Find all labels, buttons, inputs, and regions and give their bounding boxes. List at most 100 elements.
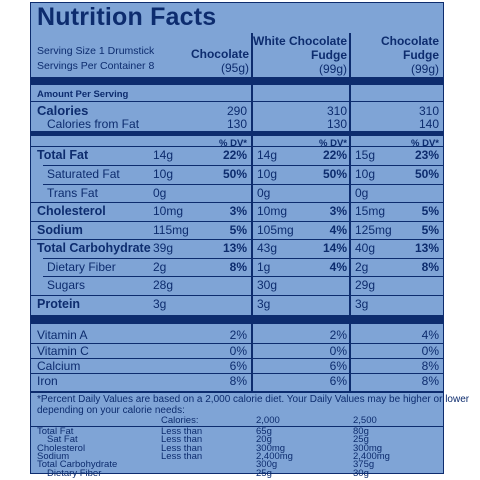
rule-footnote xyxy=(31,391,443,393)
dv-header-3: % DV* xyxy=(411,138,439,149)
footnote-row-label: Total Carbohydrate xyxy=(37,459,118,471)
calories-value-2: 310 xyxy=(326,104,347,118)
nutrient-amount: 14g xyxy=(153,148,174,162)
thick-rule-top xyxy=(31,77,443,85)
amount-per-serving: Amount Per Serving xyxy=(37,89,129,100)
footnote-row-cond: Less than xyxy=(161,442,203,454)
footnote-row-cond: Less than xyxy=(161,426,203,437)
vitamin-label: Vitamin A xyxy=(37,328,88,342)
nutrient-label: Saturated Fat xyxy=(47,167,120,181)
vitamin-value: 8% xyxy=(229,374,247,388)
col1-name-line1: Chocolate xyxy=(190,47,249,61)
rule-footnote-2 xyxy=(31,426,443,427)
vitamin-value: 6% xyxy=(229,359,247,373)
nutrient-dv: 5% xyxy=(229,223,247,237)
rule xyxy=(31,101,443,102)
footnote-row-2000: 2,400mg xyxy=(256,450,293,462)
nutrient-dv: 4% xyxy=(329,223,347,237)
footnote-row-label: Total Fat xyxy=(37,426,74,437)
col1-weight: (95g) xyxy=(220,61,249,75)
nutrient-amount: 125mg xyxy=(355,223,392,237)
calories-label: Calories xyxy=(37,103,89,118)
footnote-row-label: Dietary Fiber xyxy=(47,467,102,479)
calories-fat-value-1: 130 xyxy=(226,117,247,131)
nutrient-amount: 39g xyxy=(153,241,174,255)
vitamin-value: 8% xyxy=(421,374,439,388)
nutrient-amount: 105mg xyxy=(257,223,294,237)
nutrient-label: Cholesterol xyxy=(37,204,106,218)
nutrient-label: Total Carbohydrate xyxy=(37,241,151,255)
nutrient-amount: 10mg xyxy=(257,204,288,218)
servings-per-container: Servings Per Container 8 xyxy=(37,60,155,72)
dv-header-1: % DV* xyxy=(219,138,247,149)
row-rule xyxy=(43,184,443,185)
column-divider-2 xyxy=(349,33,351,393)
footnote-row-label: Sat Fat xyxy=(47,434,78,446)
footnote-cal-2000: 2,000 xyxy=(256,415,280,426)
nutrient-dv: 50% xyxy=(222,167,247,181)
nutrient-dv: 23% xyxy=(414,148,439,162)
calories-value-1: 290 xyxy=(226,104,247,118)
footnote-row-2500: 30g xyxy=(353,467,369,479)
row-rule xyxy=(43,258,443,259)
column-divider-1 xyxy=(251,33,253,393)
dv-header-2: % DV* xyxy=(319,138,347,149)
vitamin-label: Calcium xyxy=(37,359,81,373)
footnote-cal-2500: 2,500 xyxy=(353,415,377,426)
serving-size: Serving Size 1 Drumstick xyxy=(37,45,155,57)
row-rule xyxy=(31,358,443,359)
footnote-calories-label: Calories: xyxy=(161,415,199,426)
thick-rule-vitamins xyxy=(31,315,443,324)
vitamin-value: 0% xyxy=(421,344,439,358)
nutrient-label: Protein xyxy=(37,297,81,311)
calories-fat-value-3: 140 xyxy=(418,117,439,131)
nutrient-amount: 115mg xyxy=(153,223,189,237)
calories-value-3: 310 xyxy=(418,104,439,118)
row-rule xyxy=(31,221,443,222)
vitamin-label: Vitamin C xyxy=(37,344,89,358)
vitamin-value: 6% xyxy=(329,359,347,373)
row-rule xyxy=(31,239,443,240)
nutrient-amount: 14g xyxy=(257,148,278,162)
row-rule xyxy=(43,165,443,166)
col3-weight: (99g) xyxy=(410,62,439,76)
row-rule xyxy=(43,276,443,277)
footnote-row-2000: 20g xyxy=(256,434,272,446)
nutrient-amount: 0g xyxy=(257,186,271,200)
footnote-row-2000: 65g xyxy=(256,426,272,437)
nutrient-label: Sugars xyxy=(47,278,86,292)
vitamin-value: 0% xyxy=(229,344,247,358)
nutrient-amount: 3g xyxy=(257,297,271,311)
nutrient-dv: 5% xyxy=(421,223,439,237)
row-rule xyxy=(31,146,443,147)
vitamin-value: 2% xyxy=(229,328,247,342)
nutrient-amount: 1g xyxy=(257,260,271,274)
nutrient-amount: 3g xyxy=(153,297,167,311)
nutrient-label: Trans Fat xyxy=(47,186,98,200)
nutrient-dv: 3% xyxy=(329,204,347,218)
calories-fat-value-2: 130 xyxy=(326,117,347,131)
nutrient-amount: 2g xyxy=(153,260,167,274)
nutrient-dv: 22% xyxy=(322,148,347,162)
vitamin-value: 4% xyxy=(421,328,439,342)
vitamin-value: 6% xyxy=(329,374,347,388)
footnote-line2: depending on your calorie needs: xyxy=(37,405,185,416)
nutrient-dv: 14% xyxy=(322,241,347,255)
footnote-row-label: Cholesterol xyxy=(37,442,86,454)
footnote-row-2500: 80g xyxy=(353,426,369,437)
nutrient-amount: 43g xyxy=(257,241,278,255)
nutrient-dv: 50% xyxy=(322,167,347,181)
footnote-row-2500: 25g xyxy=(353,434,369,446)
col2-name-line2: Fudge xyxy=(311,48,347,62)
footnote-row-2500: 2,400mg xyxy=(353,450,390,462)
footnote-row-label: Sodium xyxy=(37,450,70,462)
footnote-row-cond: Less than xyxy=(161,434,203,446)
row-rule xyxy=(31,295,443,296)
nutrient-dv: 13% xyxy=(414,241,439,255)
col3-name-line2: Fudge xyxy=(403,48,439,62)
row-rule xyxy=(31,373,443,374)
nutrient-dv: 13% xyxy=(222,241,247,255)
nutrient-amount: 3g xyxy=(355,297,369,311)
footnote-row-2000: 300g xyxy=(256,459,278,471)
col3-name-line1: Chocolate xyxy=(380,34,439,48)
